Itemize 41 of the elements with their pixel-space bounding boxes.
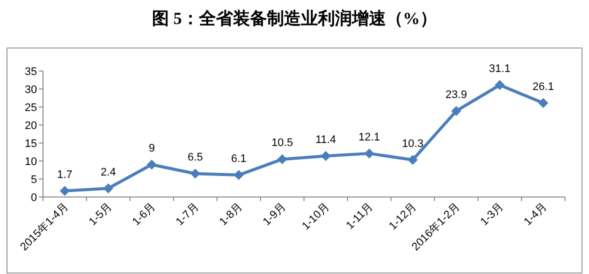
data-label: 10.5 bbox=[272, 137, 293, 150]
x-tick-label: 1-3月 bbox=[478, 200, 506, 228]
y-tick-label: 30 bbox=[24, 84, 37, 96]
x-tick-label: 1-4月 bbox=[522, 200, 550, 228]
data-label: 6.5 bbox=[188, 152, 203, 164]
point bbox=[538, 98, 548, 108]
data-label: 11.4 bbox=[315, 134, 336, 146]
point bbox=[60, 186, 70, 196]
data-label: 9 bbox=[148, 142, 155, 155]
point bbox=[494, 80, 505, 90]
data-label: 1.7 bbox=[57, 168, 72, 181]
data-label: 12.1 bbox=[358, 131, 380, 144]
point bbox=[234, 170, 244, 180]
point bbox=[364, 148, 374, 158]
point bbox=[190, 168, 200, 179]
x-tick-label: 1-11月 bbox=[344, 200, 376, 232]
data-label: 10.3 bbox=[402, 138, 424, 150]
x-tick-label: 1-6月 bbox=[130, 200, 158, 228]
point bbox=[146, 160, 157, 170]
data-label: 31.1 bbox=[489, 63, 510, 76]
y-tick-label: 20 bbox=[24, 120, 37, 132]
x-tick-label: 1-8月 bbox=[217, 200, 245, 228]
data-label: 2.4 bbox=[100, 166, 116, 178]
point bbox=[451, 106, 462, 116]
y-tick-label: 35 bbox=[24, 66, 37, 78]
point bbox=[320, 150, 331, 161]
title: 图 5：全省装备制造业利润增速（%） bbox=[152, 9, 437, 28]
y-tick-label: 5 bbox=[30, 174, 37, 186]
y-tick-label: 15 bbox=[24, 138, 37, 150]
y-tick-label: 25 bbox=[24, 102, 37, 114]
data-label: 26.1 bbox=[532, 81, 554, 94]
x-tick-label: 1-7月 bbox=[174, 200, 202, 228]
x-tick-label: 1-5月 bbox=[86, 200, 114, 228]
y-tick-label: 0 bbox=[30, 192, 37, 204]
point bbox=[103, 183, 114, 194]
data-label: 23.9 bbox=[446, 88, 467, 101]
y-tick-label: 10 bbox=[24, 156, 37, 168]
x-tick-label: 1-9月 bbox=[260, 200, 288, 228]
point bbox=[277, 154, 288, 164]
point bbox=[408, 154, 418, 165]
data-label: 6.1 bbox=[231, 153, 246, 166]
